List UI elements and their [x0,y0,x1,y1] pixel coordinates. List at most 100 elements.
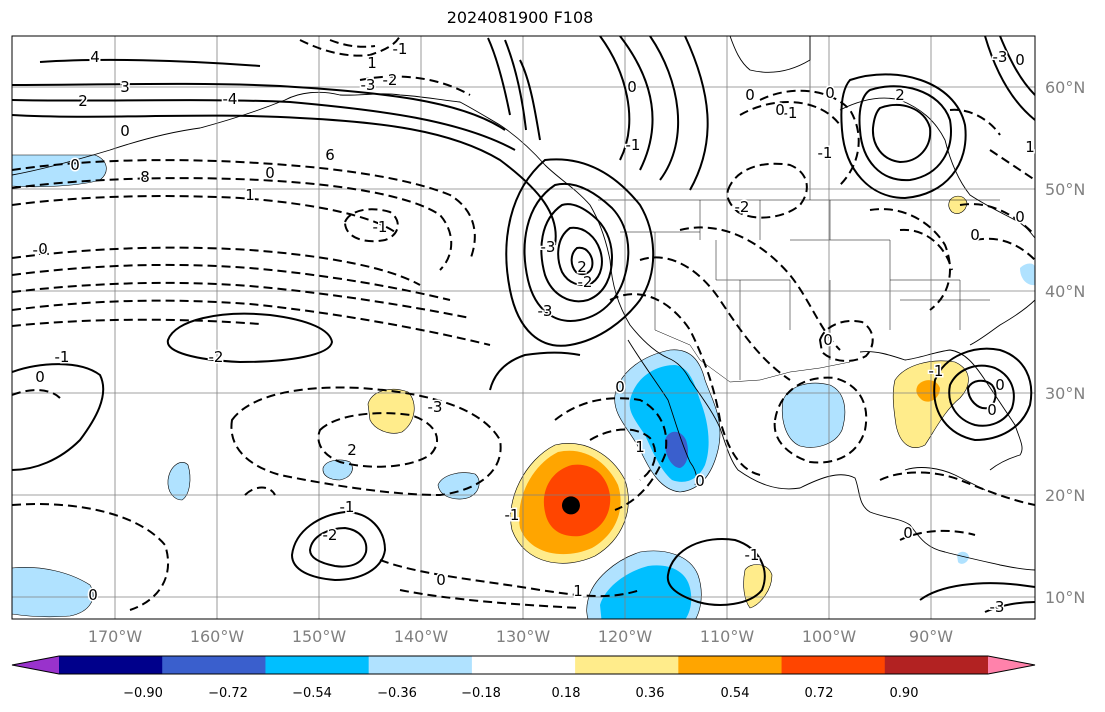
lat-tick-label: 40°N [1045,282,1085,301]
contour-label: -1 [393,40,408,58]
contour-north-1 [599,36,631,161]
contour-label: -2 [735,198,750,216]
colorbar-tick-label: 0.18 [552,686,581,701]
coastline-gulf [859,349,1023,471]
contour-neg-canada-3 [739,101,841,126]
colorbar-tick-label: −0.54 [292,686,332,701]
contour-label: 0 [825,84,835,102]
contour-ne-2 [984,36,1035,121]
contour-label: 0 [1015,208,1025,226]
contour-low-4 [557,226,603,286]
lon-tick-label: 90°W [909,627,953,646]
contour-label: -1 [818,144,833,162]
contour-label: 1 [245,186,255,204]
contour-low-2 [523,182,630,322]
contour-north-2 [619,36,654,171]
contour-label: 1 [573,582,583,600]
contour-neg-east-3 [959,203,1035,236]
negative-anomaly-darkblue [664,431,688,468]
lat-ticks: 60°N 50°N 40°N 30°N 20°N 10°N [1045,78,1085,607]
contour-west-2 [504,39,527,131]
colorbar-tick-label: 0.90 [890,686,919,701]
contour-neg-mid-5 [12,389,61,399]
colorbar-segment [162,656,266,674]
colorbar-segment [781,656,886,674]
lon-tick-label: 110°W [700,627,755,646]
lon-tick-label: 130°W [496,627,551,646]
colorbar-extend-max [988,656,1035,674]
contour-north-4 [684,36,709,191]
contour-label: 2 [895,86,905,104]
contour-neg-pacific-5 [12,263,451,301]
lat-tick-label: 30°N [1045,384,1085,403]
negative-anomaly-patch-4 [322,459,353,481]
contour-label: 0 [627,78,637,96]
positive-anomaly-patch-1 [367,389,415,434]
colorbar-tick-label: 0.36 [636,686,665,701]
gridlines [12,36,1035,619]
contour-low-outer [505,158,655,347]
contour-high-ne-1 [858,85,952,182]
colorbar-tick-label: −0.36 [377,686,417,701]
contour-label: -1 [373,218,388,236]
contour-ridge-1 [12,114,557,246]
contour-se-bottom-2 [984,601,1035,613]
contour-label: 0 [1015,51,1025,69]
contour-neg-pacific-3 [12,195,396,233]
colorbar-segment [575,656,679,674]
colorbar-ticks: −0.90 −0.72 −0.54 −0.36 −0.18 0.18 0.36 … [123,686,918,701]
contour-label: -3 [538,302,553,320]
contour-label: 0 [38,240,48,258]
contour-neg-caribbean-2 [899,529,976,541]
contour-label: -1 [340,498,355,516]
contour-label: 0 [745,86,755,104]
contour-label: 1 [635,438,645,456]
contour-neg-closed-1 [343,208,399,243]
contour-south-low [666,538,766,606]
contour-label: -2 [33,241,48,259]
contour-label: 0 [120,122,130,140]
contour-north-3 [649,36,680,181]
positive-anomaly-patch-4 [948,195,968,214]
contour-label: 0 [995,376,1005,394]
contour-label: 2 [577,258,587,276]
negative-anomaly-patch-2 [437,472,480,500]
lon-tick-label: 100°W [802,627,857,646]
contour-label: -3 [990,598,1005,616]
contour-ridge-3 [12,82,506,131]
lat-tick-label: 50°N [1045,180,1085,199]
colorbar-segment [368,656,473,674]
contour-label: 0 [70,156,80,174]
colorbar-tick-label: −0.72 [208,686,248,701]
storm-center-marker [561,496,580,515]
contour-neg-east-2 [899,228,953,271]
coastline-baja [627,339,697,486]
contour-neg-pacific-6 [12,281,471,319]
contour-label: 8 [140,168,150,186]
colorbar-tick-label: 0.54 [721,686,750,701]
contour-sw-low [290,510,387,582]
contour-neg-east-5 [989,149,1035,181]
contour-label: 0 [823,331,833,349]
contour-neg-pacific-4 [12,246,421,286]
negative-anomaly-patch-5 [12,154,107,188]
contour-zero-sw [12,363,105,471]
contour-label: 0 [88,586,98,604]
contour-pos-trough [489,351,581,391]
contour-se-high-1 [933,347,1033,442]
contour-sw-low-2 [308,526,368,568]
contour-label: -4 [223,90,238,108]
colorbar-tick-label: −0.18 [461,686,501,701]
contour-label: -1 [626,136,641,154]
colorbar-extend-min [12,656,59,674]
contour-neg-south-2 [399,589,581,609]
contour-label: 0 [970,226,980,244]
contour-high-ne-2 [840,73,967,200]
contour-label: -3 [993,48,1008,66]
negative-anomaly-patch-6 [12,567,94,618]
contour-label: 2 [347,441,357,459]
lat-tick-label: 60°N [1045,78,1085,97]
contour-label: 0 [903,524,913,542]
lon-ticks: 170°W 160°W 150°W 140°W 130°W 120°W 110°… [88,627,953,646]
